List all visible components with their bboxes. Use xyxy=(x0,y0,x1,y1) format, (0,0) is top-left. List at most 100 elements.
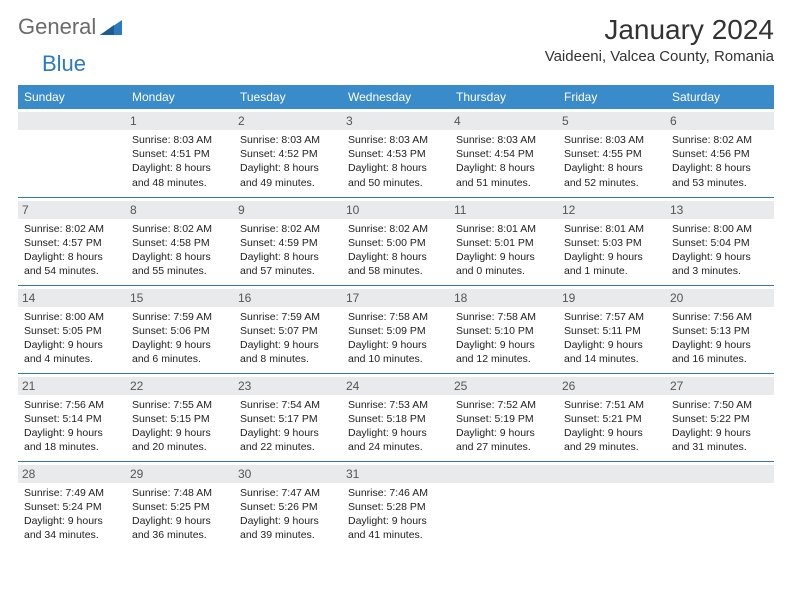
day-number: 6 xyxy=(666,112,774,130)
weekday-header: Friday xyxy=(558,85,666,109)
calendar-day-cell: 10Sunrise: 8:02 AMSunset: 5:00 PMDayligh… xyxy=(342,197,450,285)
sunset-text: Sunset: 4:53 PM xyxy=(348,147,444,161)
daylight-text: Daylight: 9 hours and 24 minutes. xyxy=(348,426,444,454)
sunset-text: Sunset: 5:10 PM xyxy=(456,324,552,338)
calendar-day-cell: 19Sunrise: 7:57 AMSunset: 5:11 PMDayligh… xyxy=(558,285,666,373)
sunrise-text: Sunrise: 8:03 AM xyxy=(456,133,552,147)
day-number: 2 xyxy=(234,112,342,130)
daylight-text: Daylight: 8 hours and 50 minutes. xyxy=(348,161,444,189)
calendar-day-cell: 20Sunrise: 7:56 AMSunset: 5:13 PMDayligh… xyxy=(666,285,774,373)
day-info: Sunrise: 7:49 AMSunset: 5:24 PMDaylight:… xyxy=(24,486,120,543)
sunrise-text: Sunrise: 8:02 AM xyxy=(672,133,768,147)
sunset-text: Sunset: 5:04 PM xyxy=(672,236,768,250)
day-number: 4 xyxy=(450,112,558,130)
sunrise-text: Sunrise: 7:52 AM xyxy=(456,398,552,412)
sunset-text: Sunset: 5:06 PM xyxy=(132,324,228,338)
daylight-text: Daylight: 9 hours and 27 minutes. xyxy=(456,426,552,454)
sunset-text: Sunset: 4:55 PM xyxy=(564,147,660,161)
day-number: 29 xyxy=(126,465,234,483)
daylight-text: Daylight: 9 hours and 20 minutes. xyxy=(132,426,228,454)
day-number: 27 xyxy=(666,377,774,395)
brand-triangle-icon xyxy=(100,17,122,38)
calendar-day-cell: 7 Sunrise: 8:02 AMSunset: 4:57 PMDaylight… xyxy=(18,197,126,285)
sunrise-text: Sunrise: 7:59 AM xyxy=(132,310,228,324)
daylight-text: Daylight: 8 hours and 53 minutes. xyxy=(672,161,768,189)
sunset-text: Sunset: 5:03 PM xyxy=(564,236,660,250)
day-info: Sunrise: 8:02 AMSunset: 4:57 PMDaylight:… xyxy=(24,222,120,279)
sunset-text: Sunset: 5:01 PM xyxy=(456,236,552,250)
weekday-header: Sunday xyxy=(18,85,126,109)
day-number: 1 xyxy=(126,112,234,130)
sunrise-text: Sunrise: 8:03 AM xyxy=(240,133,336,147)
sunset-text: Sunset: 5:11 PM xyxy=(564,324,660,338)
day-number: 28 xyxy=(18,465,126,483)
sunrise-text: Sunrise: 7:55 AM xyxy=(132,398,228,412)
day-number: 20 xyxy=(666,289,774,307)
day-info: Sunrise: 7:59 AMSunset: 5:07 PMDaylight:… xyxy=(240,310,336,367)
sunrise-text: Sunrise: 7:46 AM xyxy=(348,486,444,500)
day-number: 24 xyxy=(342,377,450,395)
day-info: Sunrise: 8:03 AMSunset: 4:54 PMDaylight:… xyxy=(456,133,552,190)
calendar-day-cell: 3Sunrise: 8:03 AMSunset: 4:53 PMDaylight… xyxy=(342,109,450,197)
sunrise-text: Sunrise: 7:50 AM xyxy=(672,398,768,412)
daylight-text: Daylight: 9 hours and 3 minutes. xyxy=(672,250,768,278)
sunrise-text: Sunrise: 8:02 AM xyxy=(240,222,336,236)
day-info: Sunrise: 7:47 AMSunset: 5:26 PMDaylight:… xyxy=(240,486,336,543)
sunset-text: Sunset: 4:57 PM xyxy=(24,236,120,250)
day-info: Sunrise: 8:03 AMSunset: 4:53 PMDaylight:… xyxy=(348,133,444,190)
daylight-text: Daylight: 8 hours and 57 minutes. xyxy=(240,250,336,278)
sunrise-text: Sunrise: 7:49 AM xyxy=(24,486,120,500)
sunset-text: Sunset: 5:05 PM xyxy=(24,324,120,338)
sunset-text: Sunset: 4:58 PM xyxy=(132,236,228,250)
day-info: Sunrise: 7:54 AMSunset: 5:17 PMDaylight:… xyxy=(240,398,336,455)
sunset-text: Sunset: 5:22 PM xyxy=(672,412,768,426)
sunset-text: Sunset: 5:25 PM xyxy=(132,500,228,514)
day-info: Sunrise: 7:55 AMSunset: 5:15 PMDaylight:… xyxy=(132,398,228,455)
day-info: Sunrise: 7:51 AMSunset: 5:21 PMDaylight:… xyxy=(564,398,660,455)
daylight-text: Daylight: 9 hours and 18 minutes. xyxy=(24,426,120,454)
day-number: 23 xyxy=(234,377,342,395)
day-number: 18 xyxy=(450,289,558,307)
brand-part2: Blue xyxy=(42,51,86,77)
calendar-week-row: 7Sunrise: 8:02 AMSunset: 4:57 PMDaylight… xyxy=(18,197,774,285)
sunset-text: Sunset: 4:51 PM xyxy=(132,147,228,161)
calendar-day-cell: 21Sunrise: 7:56 AMSunset: 5:14 PMDayligh… xyxy=(18,373,126,461)
calendar-day-cell: 6Sunrise: 8:02 AMSunset: 4:56 PMDaylight… xyxy=(666,109,774,197)
location: Vaideeni, Valcea County, Romania xyxy=(545,48,774,65)
calendar-day-cell: 14Sunrise: 8:00 AMSunset: 5:05 PMDayligh… xyxy=(18,285,126,373)
daylight-text: Daylight: 9 hours and 0 minutes. xyxy=(456,250,552,278)
day-number xyxy=(18,112,126,130)
sunrise-text: Sunrise: 8:02 AM xyxy=(348,222,444,236)
calendar-day-cell: 9Sunrise: 8:02 AMSunset: 4:59 PMDaylight… xyxy=(234,197,342,285)
day-number: 12 xyxy=(558,201,666,219)
day-info: Sunrise: 7:48 AMSunset: 5:25 PMDaylight:… xyxy=(132,486,228,543)
day-info: Sunrise: 7:46 AMSunset: 5:28 PMDaylight:… xyxy=(348,486,444,543)
sunrise-text: Sunrise: 7:56 AM xyxy=(672,310,768,324)
sunrise-text: Sunrise: 8:03 AM xyxy=(348,133,444,147)
day-info: Sunrise: 8:03 AMSunset: 4:51 PMDaylight:… xyxy=(132,133,228,190)
sunrise-text: Sunrise: 7:58 AM xyxy=(456,310,552,324)
daylight-text: Daylight: 9 hours and 8 minutes. xyxy=(240,338,336,366)
daylight-text: Daylight: 8 hours and 51 minutes. xyxy=(456,161,552,189)
sunset-text: Sunset: 5:15 PM xyxy=(132,412,228,426)
sunset-text: Sunset: 5:26 PM xyxy=(240,500,336,514)
daylight-text: Daylight: 8 hours and 58 minutes. xyxy=(348,250,444,278)
daylight-text: Daylight: 8 hours and 49 minutes. xyxy=(240,161,336,189)
calendar-day-cell: 31Sunrise: 7:46 AMSunset: 5:28 PMDayligh… xyxy=(342,461,450,549)
day-number: 7 xyxy=(18,201,126,219)
sunset-text: Sunset: 4:52 PM xyxy=(240,147,336,161)
day-info: Sunrise: 7:53 AMSunset: 5:18 PMDaylight:… xyxy=(348,398,444,455)
sunset-text: Sunset: 5:24 PM xyxy=(24,500,120,514)
sunset-text: Sunset: 5:14 PM xyxy=(24,412,120,426)
sunrise-text: Sunrise: 8:00 AM xyxy=(24,310,120,324)
calendar-day-cell xyxy=(18,109,126,197)
sunrise-text: Sunrise: 7:58 AM xyxy=(348,310,444,324)
day-number: 30 xyxy=(234,465,342,483)
calendar-day-cell: 26Sunrise: 7:51 AMSunset: 5:21 PMDayligh… xyxy=(558,373,666,461)
sunrise-text: Sunrise: 7:47 AM xyxy=(240,486,336,500)
sunrise-text: Sunrise: 8:01 AM xyxy=(564,222,660,236)
day-info: Sunrise: 8:02 AMSunset: 4:58 PMDaylight:… xyxy=(132,222,228,279)
calendar-week-row: 21Sunrise: 7:56 AMSunset: 5:14 PMDayligh… xyxy=(18,373,774,461)
sunrise-text: Sunrise: 7:57 AM xyxy=(564,310,660,324)
calendar-day-cell: 22Sunrise: 7:55 AMSunset: 5:15 PMDayligh… xyxy=(126,373,234,461)
